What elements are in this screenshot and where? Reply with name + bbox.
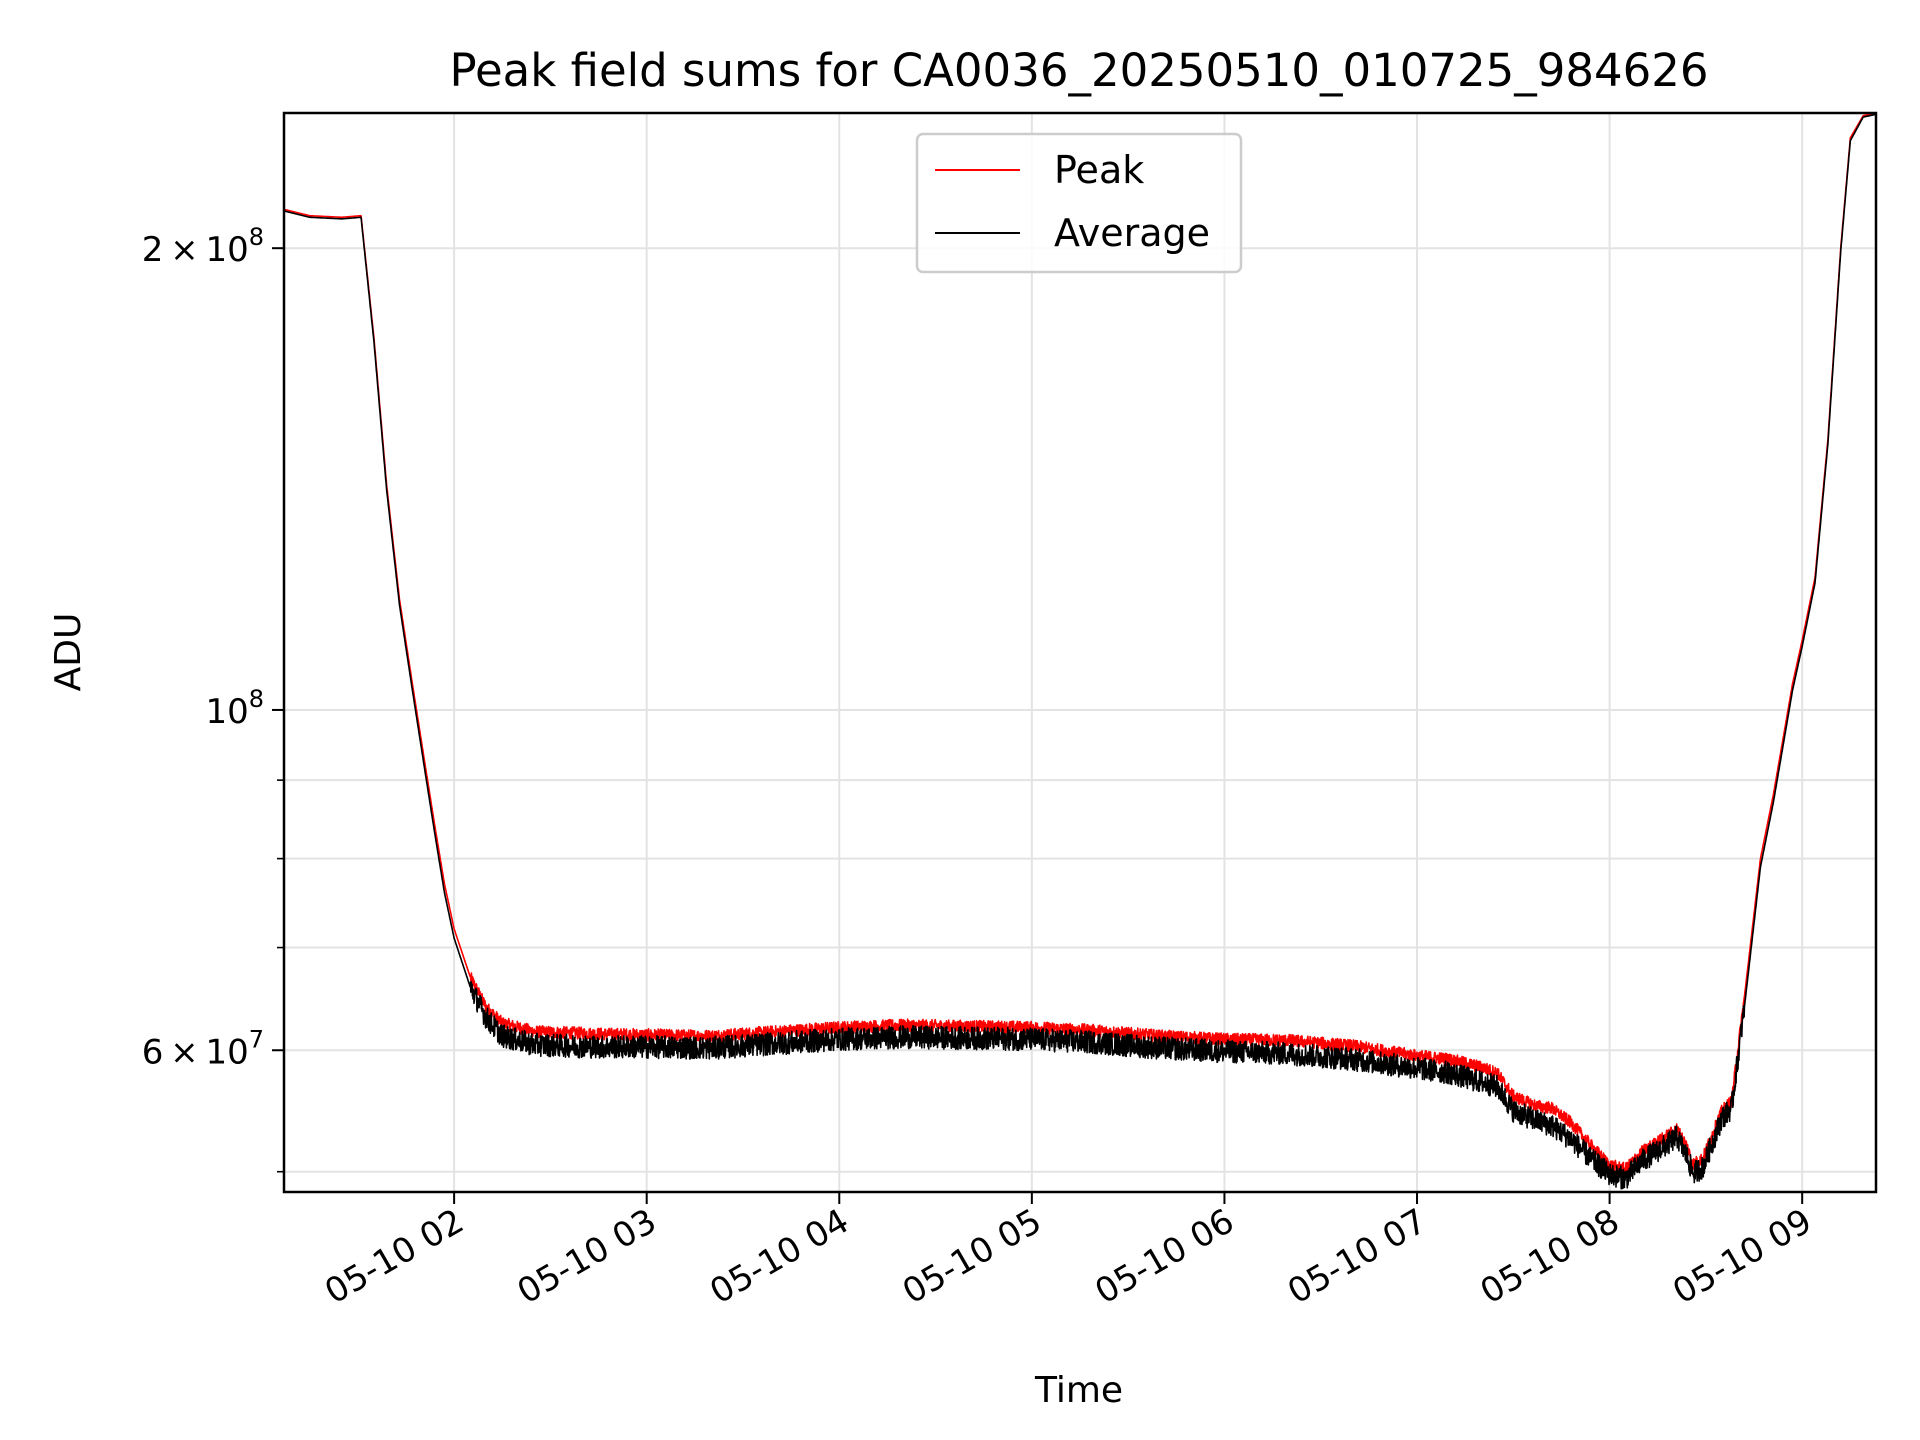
legend-box bbox=[915, 132, 1243, 274]
y-tick-label: 2 × 108 bbox=[142, 223, 264, 270]
plot-frame bbox=[282, 111, 1878, 1194]
series-line-average bbox=[283, 113, 1877, 1190]
y-tick-label: 108 bbox=[205, 685, 264, 732]
legend: Peak Average bbox=[915, 132, 1243, 274]
series-layer bbox=[283, 112, 1877, 1190]
series-line-peak bbox=[283, 112, 1877, 1176]
x-axis-label: Time bbox=[1034, 1370, 1123, 1411]
y-tick-label: 6 × 107 bbox=[142, 1025, 264, 1072]
legend-label-peak: Peak bbox=[1054, 148, 1144, 192]
y-axis: 2 × 108 108 6 × 107 bbox=[142, 223, 284, 1173]
legend-label-average: Average bbox=[1054, 211, 1210, 255]
y-axis-label: ADU bbox=[48, 613, 89, 692]
chart-title: Peak field sums for CA0036_20250510_0107… bbox=[449, 44, 1708, 97]
grid bbox=[284, 113, 1876, 1192]
